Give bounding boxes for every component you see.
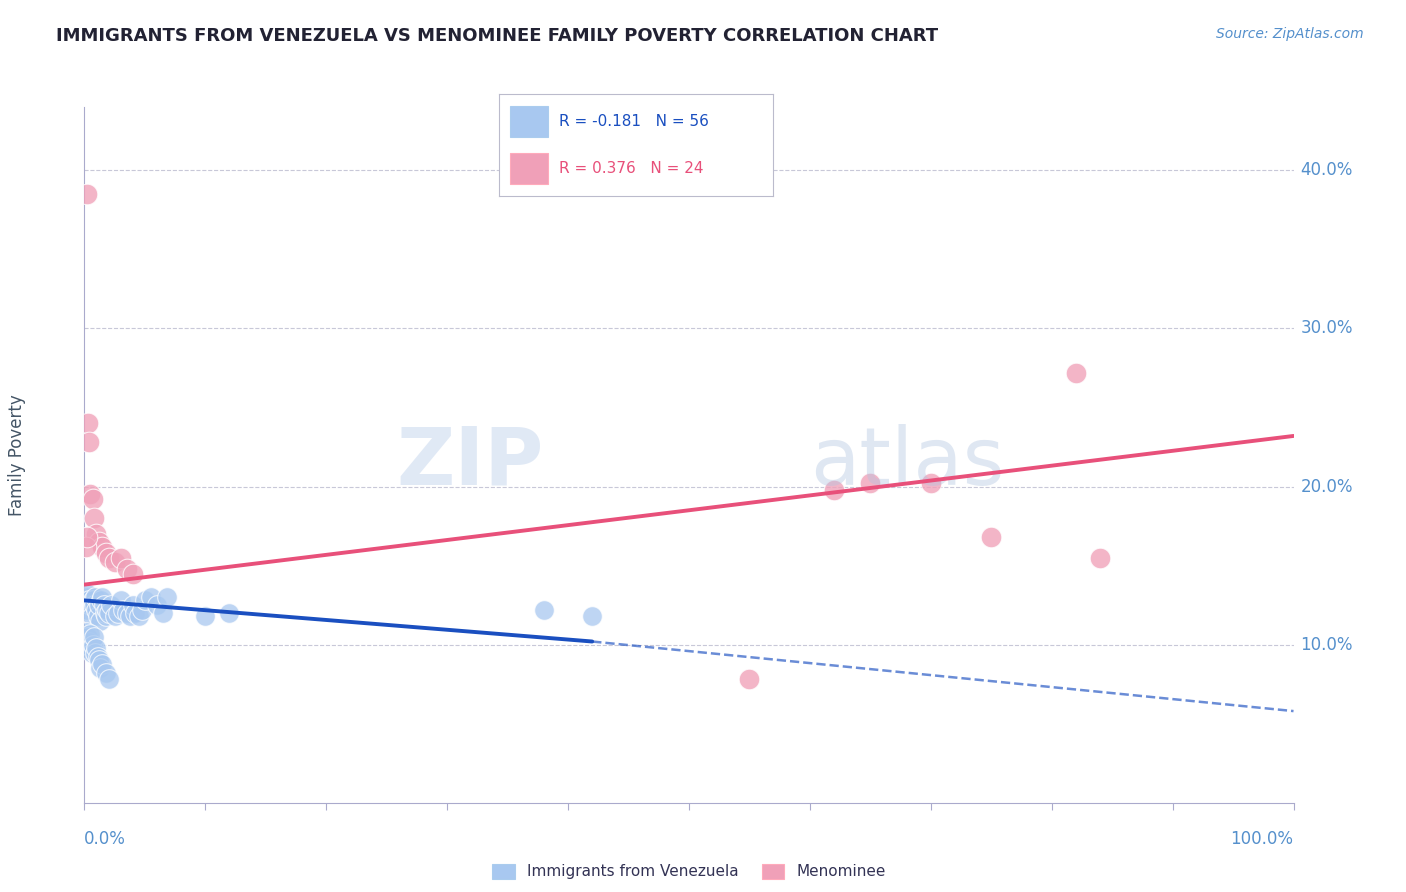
Text: 40.0%: 40.0% — [1301, 161, 1353, 179]
Point — [97, 550, 120, 565]
Point — [152, 606, 174, 620]
Point — [91, 657, 114, 671]
Point — [86, 527, 108, 541]
Point — [155, 591, 177, 605]
Point — [121, 598, 143, 612]
FancyBboxPatch shape — [510, 106, 548, 136]
Text: Source: ZipAtlas.com: Source: ZipAtlas.com — [1216, 27, 1364, 41]
Point — [104, 556, 127, 570]
Point — [83, 630, 105, 644]
FancyBboxPatch shape — [510, 153, 548, 184]
Text: IMMIGRANTS FROM VENEZUELA VS MENOMINEE FAMILY POVERTY CORRELATION CHART: IMMIGRANTS FROM VENEZUELA VS MENOMINEE F… — [56, 27, 938, 45]
Point — [120, 609, 142, 624]
Point — [80, 609, 103, 624]
Point — [859, 476, 882, 491]
Point — [115, 606, 138, 620]
Point — [77, 435, 100, 450]
Point — [94, 606, 117, 620]
Point — [89, 614, 111, 628]
Point — [533, 603, 555, 617]
Point — [77, 587, 100, 601]
Point — [738, 673, 761, 687]
Point — [90, 593, 112, 607]
Point — [128, 609, 150, 624]
Point — [77, 417, 100, 431]
Point — [96, 603, 118, 617]
Point — [980, 530, 1002, 544]
Point — [93, 598, 115, 612]
Point — [75, 625, 97, 640]
Point — [97, 673, 120, 687]
Text: R = 0.376   N = 24: R = 0.376 N = 24 — [560, 161, 704, 176]
Point — [1088, 550, 1111, 565]
Point — [82, 492, 104, 507]
Point — [75, 540, 97, 554]
Point — [94, 546, 117, 560]
Point — [79, 598, 101, 612]
Point — [75, 591, 97, 605]
Point — [131, 603, 153, 617]
Point — [581, 609, 603, 624]
Point — [83, 511, 105, 525]
Point — [94, 609, 117, 624]
Text: 100.0%: 100.0% — [1230, 830, 1294, 847]
Point — [83, 598, 105, 612]
Point — [87, 653, 110, 667]
Point — [100, 598, 122, 612]
Text: R = -0.181   N = 56: R = -0.181 N = 56 — [560, 114, 709, 128]
Point — [77, 630, 100, 644]
Point — [124, 606, 146, 620]
Point — [79, 487, 101, 501]
Point — [110, 550, 132, 565]
Text: 30.0%: 30.0% — [1301, 319, 1353, 337]
Text: Family Poverty: Family Poverty — [8, 394, 25, 516]
Point — [218, 606, 240, 620]
Point — [823, 483, 845, 497]
Point — [84, 591, 107, 605]
Point — [76, 638, 98, 652]
Legend: Immigrants from Venezuela, Menominee: Immigrants from Venezuela, Menominee — [485, 857, 893, 886]
Point — [91, 591, 114, 605]
Point — [94, 666, 117, 681]
Point — [139, 591, 162, 605]
Point — [76, 186, 98, 201]
Point — [86, 650, 108, 665]
Point — [89, 661, 111, 675]
Point — [80, 646, 103, 660]
Point — [76, 603, 98, 617]
Point — [82, 593, 104, 607]
Text: 10.0%: 10.0% — [1301, 636, 1353, 654]
Point — [920, 476, 942, 491]
Point — [146, 598, 169, 612]
Point — [87, 534, 110, 549]
Point — [115, 562, 138, 576]
Point — [82, 638, 104, 652]
Point — [97, 606, 120, 620]
Point — [194, 609, 217, 624]
Text: atlas: atlas — [810, 424, 1004, 502]
Point — [107, 606, 129, 620]
Point — [91, 540, 114, 554]
Point — [104, 609, 127, 624]
Text: 20.0%: 20.0% — [1301, 477, 1353, 496]
Text: ZIP: ZIP — [396, 424, 544, 502]
Point — [134, 593, 156, 607]
Point — [112, 603, 135, 617]
Point — [84, 646, 107, 660]
Point — [110, 593, 132, 607]
Point — [86, 609, 108, 624]
Text: 0.0%: 0.0% — [84, 830, 127, 847]
Point — [86, 640, 108, 655]
Point — [86, 603, 108, 617]
Point — [77, 634, 100, 648]
Point — [121, 566, 143, 581]
Point — [77, 593, 100, 607]
Point — [76, 530, 98, 544]
Point — [79, 626, 101, 640]
Point — [1064, 366, 1087, 380]
Point — [87, 598, 110, 612]
